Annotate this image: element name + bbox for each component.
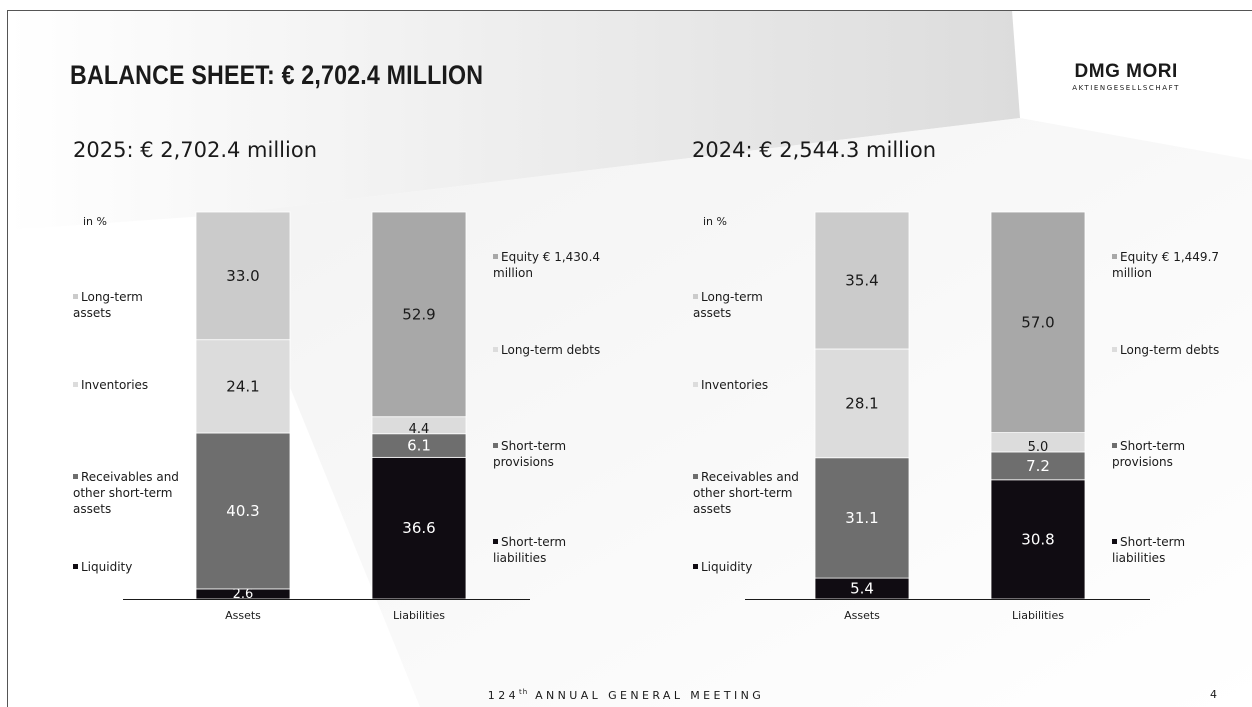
data-label: 6.1 <box>407 437 431 455</box>
data-label: 30.8 <box>1021 530 1054 548</box>
bar-segment-inventories <box>814 348 910 459</box>
category-label: Liabilities <box>1012 609 1064 622</box>
legend-swatch <box>693 564 698 569</box>
legend-swatch <box>493 347 498 352</box>
legend-equity: Equity € 1,449.7 million <box>1112 249 1227 281</box>
legend-swatch <box>693 474 698 479</box>
legend-label: Liquidity <box>701 560 753 574</box>
legend-inventories: Inventories <box>693 377 803 393</box>
data-label: 2.6 <box>233 587 254 602</box>
panel-2024-subtitle: 2024: € 2,544.3 million <box>692 138 937 162</box>
data-label: 40.3 <box>226 502 259 520</box>
legend-label: Receivables and other short-term assets <box>73 470 179 516</box>
legend-label: Equity € 1,449.7 million <box>1112 250 1220 280</box>
data-label: 4.4 <box>409 422 430 437</box>
bar-segment-long-term-assets <box>814 211 910 350</box>
bar-segment-receivables-and-other-short-term-assets <box>195 432 291 590</box>
legend-swatch <box>693 294 698 299</box>
data-label: 7.2 <box>1026 457 1050 475</box>
bar-segment-inventories <box>195 339 291 434</box>
legend-swatch <box>493 254 498 259</box>
page-title: BALANCE SHEET: € 2,702.4 MILLION <box>70 60 484 90</box>
legend-label: Liquidity <box>81 560 133 574</box>
footer-text: ANNUAL GENERAL MEETING <box>535 689 765 702</box>
company-logo: DMG MORI AKTIENGESELLSCHAFT <box>1072 62 1180 92</box>
bar-segment-long-term-assets <box>195 211 291 341</box>
legend-label: Long-term debts <box>1120 343 1220 357</box>
footer: 124th ANNUAL GENERAL MEETING <box>0 688 1252 702</box>
legend-swatch <box>73 294 78 299</box>
legend-swatch <box>73 564 78 569</box>
legend-label: Short-term liabilities <box>493 535 567 565</box>
panel-2025-unit: in % <box>83 215 107 228</box>
bar-segment-equity-1-449-7-million <box>990 211 1086 433</box>
legend-swatch <box>1112 347 1117 352</box>
data-label: 33.0 <box>226 267 259 285</box>
legend-label: Long-term assets <box>693 290 763 320</box>
legend-swatch <box>73 474 78 479</box>
legend-liquidity: Liquidity <box>73 559 183 575</box>
legend-swatch <box>1112 443 1117 448</box>
legend-label: Short-term provisions <box>1112 439 1186 469</box>
legend-equity: Equity € 1,430.4 million <box>493 249 608 281</box>
legend-short-term-provisions: Short-term provisions <box>493 438 593 470</box>
legend-long-term-assets: Long-term assets <box>73 289 183 321</box>
logo-name: DMG MORI <box>1074 61 1178 82</box>
legend-swatch <box>73 382 78 387</box>
legend-label: Long-term debts <box>501 343 601 357</box>
data-label: 31.1 <box>845 509 878 527</box>
legend-short-term-liabilities: Short-term liabilities <box>493 534 593 566</box>
legend-swatch <box>1112 539 1117 544</box>
legend-swatch <box>1112 254 1117 259</box>
legend-label: Inventories <box>701 378 769 392</box>
page-number: 4 <box>1210 688 1217 701</box>
category-label: Liabilities <box>393 609 445 622</box>
bar-segment-short-term-liabilities <box>990 479 1086 600</box>
bar-segment-short-term-liabilities <box>371 456 467 600</box>
legend-inventories: Inventories <box>73 377 183 393</box>
logo-subtitle: AKTIENGESELLSCHAFT <box>1072 84 1180 92</box>
legend-liquidity: Liquidity <box>693 559 803 575</box>
legend-label: Inventories <box>81 378 149 392</box>
legend-swatch <box>493 539 498 544</box>
category-label: Assets <box>844 609 880 622</box>
legend-long-term-debts: Long-term debts <box>1112 342 1237 358</box>
data-label: 57.0 <box>1021 313 1054 331</box>
bar-segment-equity-1-430-4-million <box>371 211 467 418</box>
data-label: 5.4 <box>850 580 874 598</box>
legend-label: Receivables and other short-term assets <box>693 470 799 516</box>
bar-segment-receivables-and-other-short-term-assets <box>814 457 910 579</box>
data-label: 36.6 <box>402 519 435 537</box>
legend-swatch <box>493 443 498 448</box>
legend-receivables: Receivables and other short-term assets <box>73 469 181 517</box>
data-label: 28.1 <box>845 394 878 412</box>
legend-label: Short-term liabilities <box>1112 535 1186 565</box>
data-label: 5.0 <box>1028 440 1049 455</box>
legend-short-term-liabilities: Short-term liabilities <box>1112 534 1212 566</box>
legend-short-term-provisions: Short-term provisions <box>1112 438 1212 470</box>
legend-receivables: Receivables and other short-term assets <box>693 469 805 517</box>
footer-number: 124 <box>487 689 519 702</box>
bar-segment-short-term-provisions <box>990 451 1086 481</box>
legend-label: Short-term provisions <box>493 439 567 469</box>
legend-long-term-debts: Long-term debts <box>493 342 613 358</box>
legend-label: Equity € 1,430.4 million <box>493 250 601 280</box>
legend-swatch <box>693 382 698 387</box>
panel-2024-unit: in % <box>703 215 727 228</box>
data-label: 24.1 <box>226 377 259 395</box>
footer-suffix: th <box>519 688 529 696</box>
panel-2025-subtitle: 2025: € 2,702.4 million <box>73 138 318 162</box>
category-label: Assets <box>225 609 261 622</box>
legend-long-term-assets: Long-term assets <box>693 289 803 321</box>
data-label: 52.9 <box>402 305 435 323</box>
data-label: 35.4 <box>845 271 878 289</box>
legend-label: Long-term assets <box>73 290 143 320</box>
